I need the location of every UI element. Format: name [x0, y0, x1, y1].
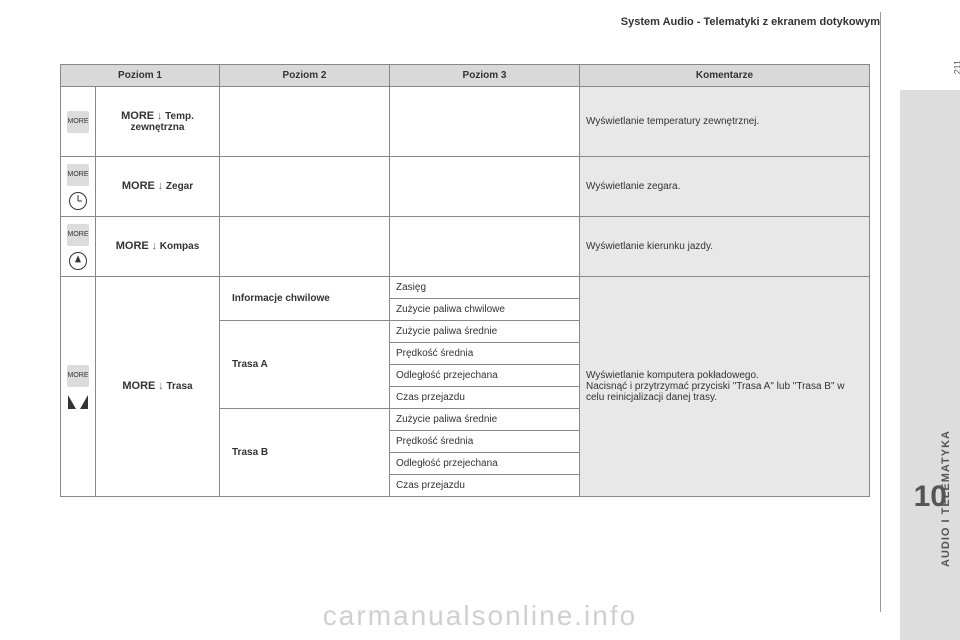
page-number: 211: [952, 60, 960, 74]
level3-distance-a: Odległość przejechana: [390, 365, 580, 387]
level3-inst-fuel: Zużycie paliwa chwilowe: [390, 299, 580, 321]
level1-clock: MORE ↓ Zegar: [102, 180, 213, 192]
more-icon: MORE: [67, 111, 89, 133]
row-trip-range: MORE MORE ↓ Trasa Informacje chwilowe Za…: [61, 277, 870, 299]
row-clock: MORE MORE ↓ Zegar Wyświetlanie zegara.: [61, 157, 870, 217]
comment-clock: Wyświetlanie zegara.: [580, 157, 870, 217]
more-label: MORE: [121, 110, 154, 122]
more-label: MORE: [122, 180, 155, 192]
level3-avg-speed-a: Prędkość średnia: [390, 343, 580, 365]
road-icon: [68, 393, 88, 409]
page-title: System Audio - Telematyki z ekranem doty…: [0, 16, 880, 28]
header-level2: Poziom 2: [220, 65, 390, 87]
level2-trip-a: Trasa A: [220, 321, 390, 409]
watermark: carmanualsonline.info: [323, 600, 637, 632]
row-compass: MORE MORE ↓ Kompas Wyświetlanie kierunku…: [61, 217, 870, 277]
arrow-down-icon: ↓: [157, 110, 163, 122]
more-label: MORE: [116, 240, 149, 252]
level3-avg-fuel-a: Zużycie paliwa średnie: [390, 321, 580, 343]
level1-compass: MORE ↓ Kompas: [102, 240, 213, 252]
level3-time-b: Czas przejazdu: [390, 475, 580, 497]
arrow-down-icon: ↓: [152, 240, 158, 252]
level3-avg-fuel-b: Zużycie paliwa średnie: [390, 409, 580, 431]
arrow-down-icon: ↓: [158, 380, 164, 392]
clock-sub-label: Zegar: [166, 181, 193, 192]
section-number: 10: [914, 480, 947, 514]
header-comments: Komentarze: [580, 65, 870, 87]
comment-temp: Wyświetlanie temperatury zewnętrznej.: [580, 87, 870, 157]
divider-vertical: [880, 12, 881, 612]
trip-sub-label: Trasa: [166, 381, 192, 392]
header-level3: Poziom 3: [390, 65, 580, 87]
level2-info: Informacje chwilowe: [220, 277, 390, 321]
table-header-row: Poziom 1 Poziom 2 Poziom 3 Komentarze: [61, 65, 870, 87]
level1-trip: MORE ↓ Trasa: [102, 380, 213, 392]
more-icon: MORE: [67, 164, 89, 186]
row-temp: MORE MORE ↓ Temp. zewnętrzna Wyświetlani…: [61, 87, 870, 157]
level3-time-a: Czas przejazdu: [390, 387, 580, 409]
arrow-down-icon: ↓: [158, 180, 164, 192]
level1-temp: MORE ↓ Temp. zewnętrzna: [102, 110, 213, 133]
clock-icon: [69, 192, 87, 210]
level3-distance-b: Odległość przejechana: [390, 453, 580, 475]
comment-compass: Wyświetlanie kierunku jazdy.: [580, 217, 870, 277]
menu-table: Poziom 1 Poziom 2 Poziom 3 Komentarze MO…: [60, 64, 870, 497]
more-icon: MORE: [67, 224, 89, 246]
level3-avg-speed-b: Prędkość średnia: [390, 431, 580, 453]
compass-icon: [69, 252, 87, 270]
header-level1: Poziom 1: [61, 65, 220, 87]
compass-sub-label: Kompas: [160, 241, 199, 252]
more-label: MORE: [122, 380, 155, 392]
level3-range: Zasięg: [390, 277, 580, 299]
comment-trip: Wyświetlanie komputera pokładowego. Naci…: [580, 277, 870, 497]
level2-trip-b: Trasa B: [220, 409, 390, 497]
more-icon: MORE: [67, 365, 89, 387]
